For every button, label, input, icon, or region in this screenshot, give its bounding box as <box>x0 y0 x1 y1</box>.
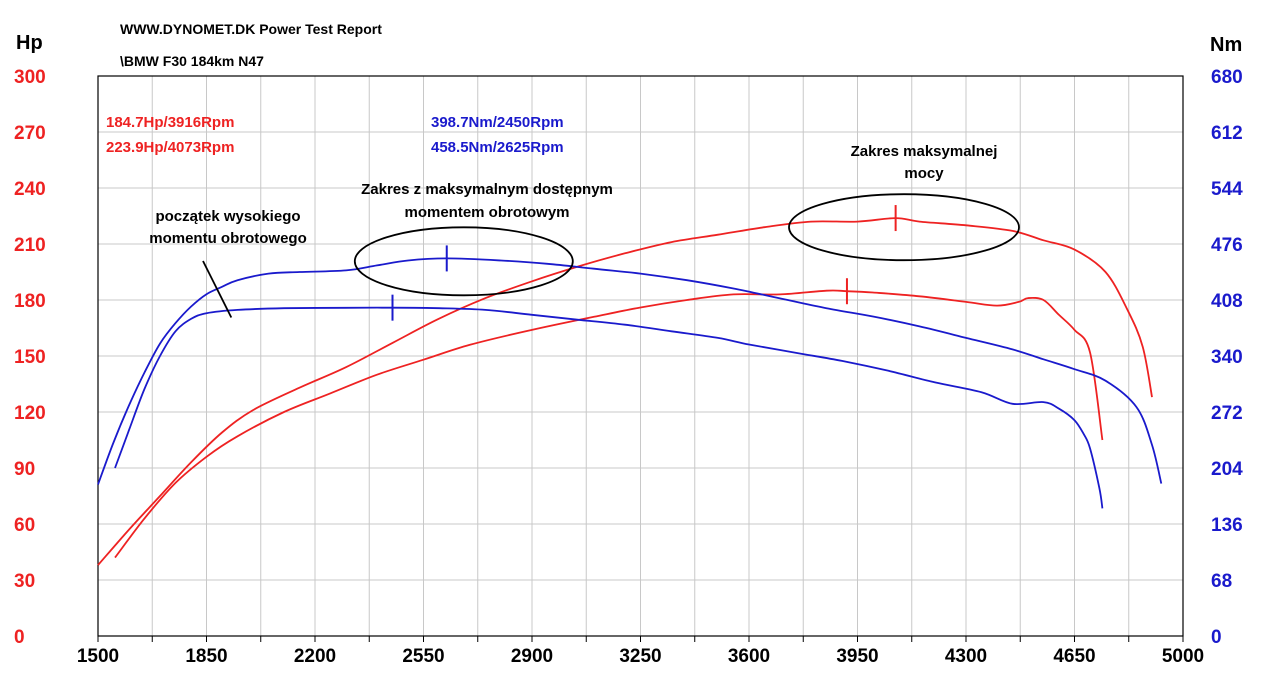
y-right-tick-label: 0 <box>1211 627 1222 648</box>
y-left-tick-label: 120 <box>14 403 46 424</box>
y-left-tick-label: 90 <box>14 459 35 480</box>
torque-curve-2 <box>114 306 1104 509</box>
y-right-tick-label: 476 <box>1211 235 1243 256</box>
y-left-tick-label: 0 <box>14 627 25 648</box>
torque-readout: 398.7Nm/2450Rpm <box>431 114 564 131</box>
chart-grid <box>97 75 1184 642</box>
y-right-tick-label: 408 <box>1211 291 1243 312</box>
annotation-text-max-torque-range: Zakres z maksymalnym dostępnym <box>361 181 613 198</box>
report-subtitle: \BMW F30 184km N47 <box>120 53 264 69</box>
y-left-tick-label: 150 <box>14 347 46 368</box>
x-tick-label: 1850 <box>185 646 227 667</box>
y-right-tick-label: 612 <box>1211 123 1243 144</box>
y-left-tick-label: 240 <box>14 179 46 200</box>
y-left-tick-label: 60 <box>14 515 35 536</box>
annotation-text-max-power-range: Zakres maksymalnej <box>851 143 998 160</box>
x-tick-label: 3950 <box>836 646 878 667</box>
annotation-layer: 184.7Hp/3916Rpm 223.9Hp/4073Rpm 398.7Nm/24… <box>106 114 1020 318</box>
y-left-tick-label: 210 <box>14 235 46 256</box>
annotation-text-max-power-range: mocy <box>904 165 944 182</box>
y-left-tick-label: 180 <box>14 291 46 312</box>
annotation-text-max-torque-range: momentem obrotowym <box>404 204 569 221</box>
power-curve-0 <box>114 289 1104 559</box>
x-tick-label: 2200 <box>294 646 336 667</box>
y-right-unit-label: Nm <box>1210 34 1242 56</box>
report-title: WWW.DYNOMET.DK Power Test Report <box>120 21 382 37</box>
y-right-tick-label: 272 <box>1211 403 1243 424</box>
y-right-tick-label: 680 <box>1211 67 1243 88</box>
plot-frame <box>97 75 1184 637</box>
x-tick-label: 2900 <box>511 646 553 667</box>
series-layer <box>97 205 1163 566</box>
y-left-unit-label: Hp <box>16 32 43 54</box>
annotation-ellipse-max-power <box>788 193 1020 262</box>
power-readout: 223.9Hp/4073Rpm <box>106 139 234 156</box>
x-tick-label: 5000 <box>1162 646 1204 667</box>
annotation-text-high-torque-start: momentu obrotowego <box>149 230 307 247</box>
axis-labels: 0 30 60 90 120 150 180 210 240 270 300 0 68 136 204 272… <box>14 32 1243 667</box>
x-tick-label: 4650 <box>1053 646 1095 667</box>
torque-curve-3 <box>97 257 1163 485</box>
annotation-pointer-line <box>202 260 233 318</box>
x-tick-label: 1500 <box>77 646 119 667</box>
y-right-tick-label: 204 <box>1211 459 1243 480</box>
y-right-tick-label: 68 <box>1211 571 1232 592</box>
x-tick-label: 4300 <box>945 646 987 667</box>
x-tick-label: 3600 <box>728 646 770 667</box>
power-curve-1 <box>97 217 1153 566</box>
power-readout: 184.7Hp/3916Rpm <box>106 114 234 131</box>
y-left-tick-label: 270 <box>14 123 46 144</box>
torque-readout: 458.5Nm/2625Rpm <box>431 139 564 156</box>
y-left-tick-label: 300 <box>14 67 46 88</box>
y-right-tick-label: 340 <box>1211 347 1243 368</box>
y-right-tick-label: 136 <box>1211 515 1243 536</box>
x-tick-label: 2550 <box>402 646 444 667</box>
annotation-ellipse-max-torque <box>353 226 574 297</box>
y-left-tick-label: 30 <box>14 571 35 592</box>
x-tick-label: 3250 <box>619 646 661 667</box>
y-right-tick-label: 544 <box>1211 179 1243 200</box>
annotation-text-high-torque-start: początek wysokiego <box>155 208 300 225</box>
